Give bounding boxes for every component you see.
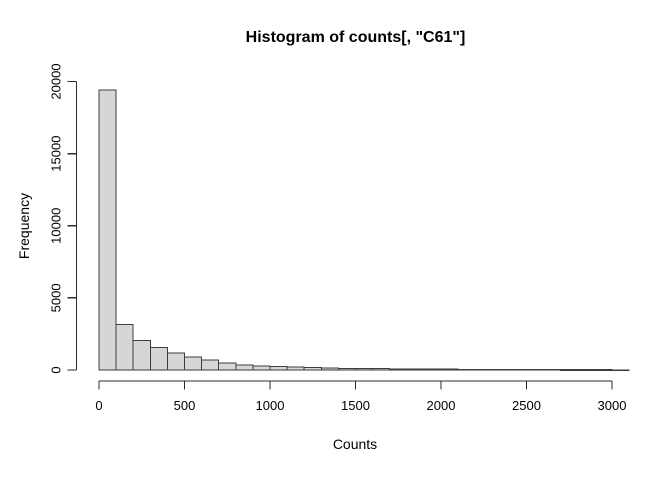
histogram-bar xyxy=(166,352,185,371)
histogram-bar xyxy=(320,367,339,371)
histogram-bar xyxy=(235,364,254,371)
histogram-bar xyxy=(474,368,493,371)
chart-title: Histogram of counts[, "C61"] xyxy=(245,29,466,46)
histogram-bar xyxy=(98,89,117,371)
histogram-bar xyxy=(115,324,134,371)
histogram-bar xyxy=(355,367,374,371)
x-tick-label: 2000 xyxy=(427,398,456,413)
histogram-bar xyxy=(526,369,545,371)
histogram-bar xyxy=(508,369,527,371)
histogram-bar xyxy=(560,369,579,371)
histogram-bar xyxy=(457,368,476,371)
y-tick-label: 20000 xyxy=(49,63,64,99)
x-tick-label: 2500 xyxy=(512,398,541,413)
x-tick-label: 500 xyxy=(174,398,196,413)
x-tick-label: 0 xyxy=(95,398,102,413)
histogram-bar xyxy=(286,366,305,371)
histogram-bar xyxy=(543,369,562,371)
histogram-bar xyxy=(491,368,510,371)
histogram-bar xyxy=(252,365,271,371)
x-tick-label: 1000 xyxy=(256,398,285,413)
histogram-bar xyxy=(149,347,168,371)
x-tick-label: 3000 xyxy=(598,398,627,413)
histogram-bar xyxy=(337,367,356,371)
histogram-bar xyxy=(132,339,151,371)
histogram-bar xyxy=(577,369,596,371)
histogram-bar xyxy=(594,369,613,371)
histogram-bar xyxy=(184,356,203,371)
x-axis-label: Counts xyxy=(332,436,378,452)
histogram-bar xyxy=(303,367,322,371)
histogram-bar xyxy=(440,368,459,371)
y-tick-label: 15000 xyxy=(49,136,64,172)
histogram-bar xyxy=(372,368,391,371)
histogram-bar xyxy=(218,362,237,371)
histogram-bar xyxy=(269,366,288,371)
y-tick-label: 0 xyxy=(49,366,64,373)
y-tick-label: 5000 xyxy=(49,283,64,312)
histogram-bar xyxy=(201,359,220,371)
y-axis-label: Frequency xyxy=(16,192,32,260)
histogram-bar xyxy=(423,368,442,371)
histogram-bar xyxy=(611,369,630,371)
y-tick-label: 10000 xyxy=(49,208,64,244)
x-tick-label: 1500 xyxy=(341,398,370,413)
histogram-bar xyxy=(406,368,425,371)
histogram-bar xyxy=(389,368,408,371)
